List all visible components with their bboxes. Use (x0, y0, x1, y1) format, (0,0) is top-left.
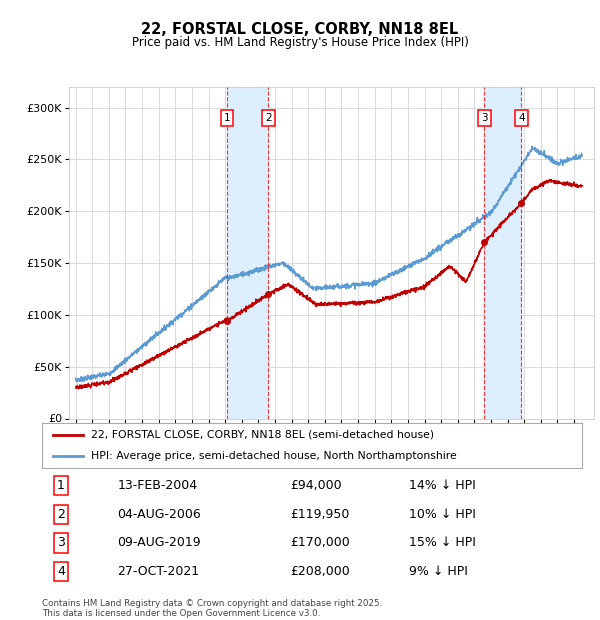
Text: 15% ↓ HPI: 15% ↓ HPI (409, 536, 476, 549)
Text: 09-AUG-2019: 09-AUG-2019 (118, 536, 201, 549)
Text: 13-FEB-2004: 13-FEB-2004 (118, 479, 198, 492)
Text: 14% ↓ HPI: 14% ↓ HPI (409, 479, 476, 492)
Text: 2: 2 (57, 508, 65, 521)
Text: £119,950: £119,950 (290, 508, 350, 521)
Bar (227, 87, 268, 419)
Text: Contains HM Land Registry data © Crown copyright and database right 2025.
This d: Contains HM Land Registry data © Crown c… (42, 599, 382, 618)
Text: 4: 4 (57, 565, 65, 578)
Text: 3: 3 (481, 113, 488, 123)
Text: 22, FORSTAL CLOSE, CORBY, NN18 8EL: 22, FORSTAL CLOSE, CORBY, NN18 8EL (142, 22, 458, 37)
Text: 27-OCT-2021: 27-OCT-2021 (118, 565, 200, 578)
Text: £208,000: £208,000 (290, 565, 350, 578)
Text: 04-AUG-2006: 04-AUG-2006 (118, 508, 202, 521)
Text: 3: 3 (57, 536, 65, 549)
Text: £94,000: £94,000 (290, 479, 342, 492)
Text: 1: 1 (224, 113, 230, 123)
Bar (484, 87, 521, 419)
Text: 10% ↓ HPI: 10% ↓ HPI (409, 508, 476, 521)
Text: 9% ↓ HPI: 9% ↓ HPI (409, 565, 468, 578)
Text: Price paid vs. HM Land Registry's House Price Index (HPI): Price paid vs. HM Land Registry's House … (131, 36, 469, 49)
Text: 1: 1 (57, 479, 65, 492)
Text: 2: 2 (265, 113, 272, 123)
Text: £170,000: £170,000 (290, 536, 350, 549)
Text: HPI: Average price, semi-detached house, North Northamptonshire: HPI: Average price, semi-detached house,… (91, 451, 457, 461)
Text: 22, FORSTAL CLOSE, CORBY, NN18 8EL (semi-detached house): 22, FORSTAL CLOSE, CORBY, NN18 8EL (semi… (91, 430, 434, 440)
Text: 4: 4 (518, 113, 525, 123)
